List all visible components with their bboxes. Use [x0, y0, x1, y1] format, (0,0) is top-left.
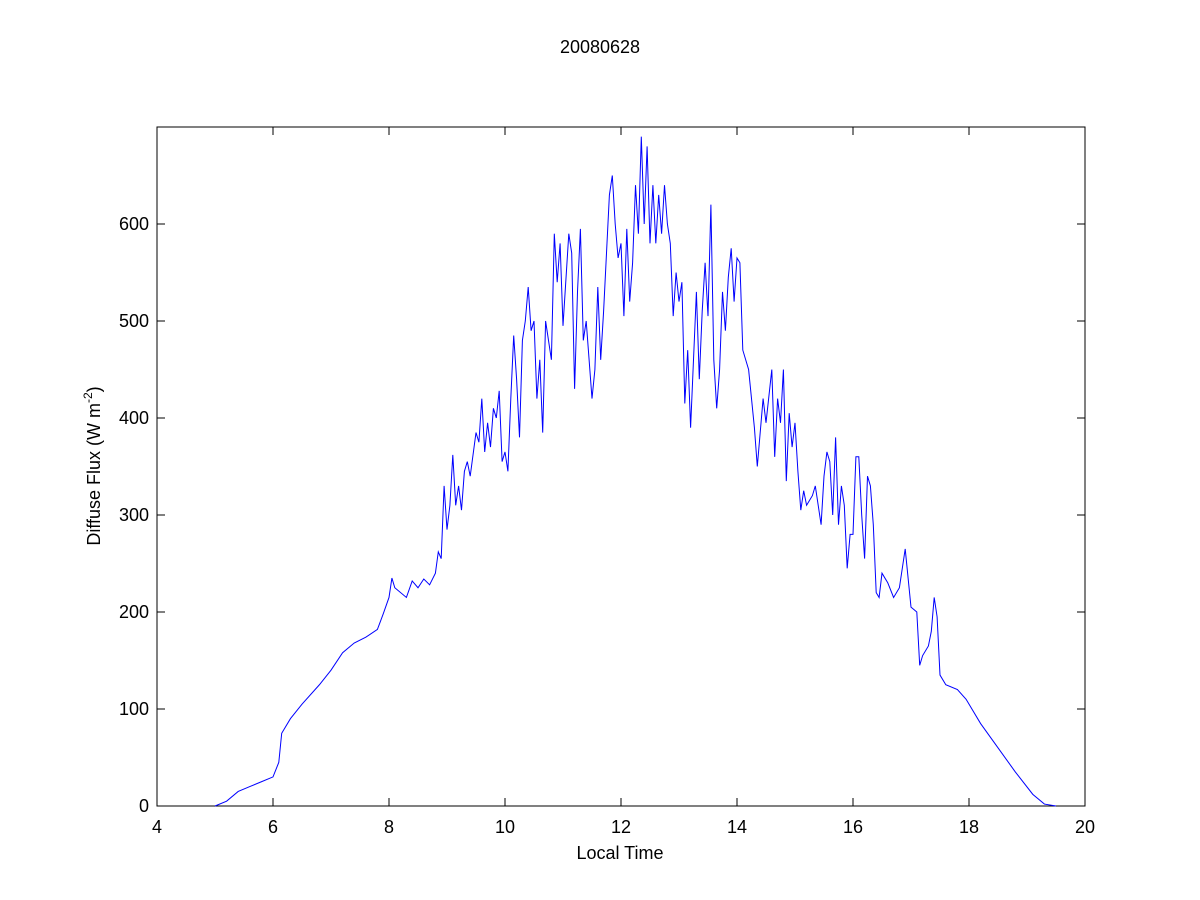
y-label-part: Diffuse Flux (W m: [84, 403, 104, 546]
y-axis-label: Diffuse Flux (W m-2): [81, 386, 104, 545]
y-tick-label: 500: [119, 311, 149, 331]
y-tick-label: 200: [119, 602, 149, 622]
y-label-part: ): [84, 386, 104, 392]
x-tick-label: 10: [495, 817, 515, 837]
x-tick-label: 8: [384, 817, 394, 837]
y-tick-label: 300: [119, 505, 149, 525]
plot-area: [156, 126, 1086, 807]
data-line: [214, 136, 1057, 807]
y-tick-label: 600: [119, 214, 149, 234]
y-tick-label: 400: [119, 408, 149, 428]
x-tick-label: 20: [1075, 817, 1095, 837]
x-tick-label: 18: [959, 817, 979, 837]
x-axis-label: Local Time: [576, 843, 663, 863]
x-tick-label: 14: [727, 817, 747, 837]
y-label-sup: -2: [81, 392, 95, 403]
y-tick-label: 100: [119, 699, 149, 719]
x-tick-label: 12: [611, 817, 631, 837]
chart-title: 20080628: [560, 37, 640, 57]
y-tick-label: 0: [139, 796, 149, 816]
x-tick-label: 6: [268, 817, 278, 837]
x-tick-label: 4: [152, 817, 162, 837]
x-tick-label: 16: [843, 817, 863, 837]
